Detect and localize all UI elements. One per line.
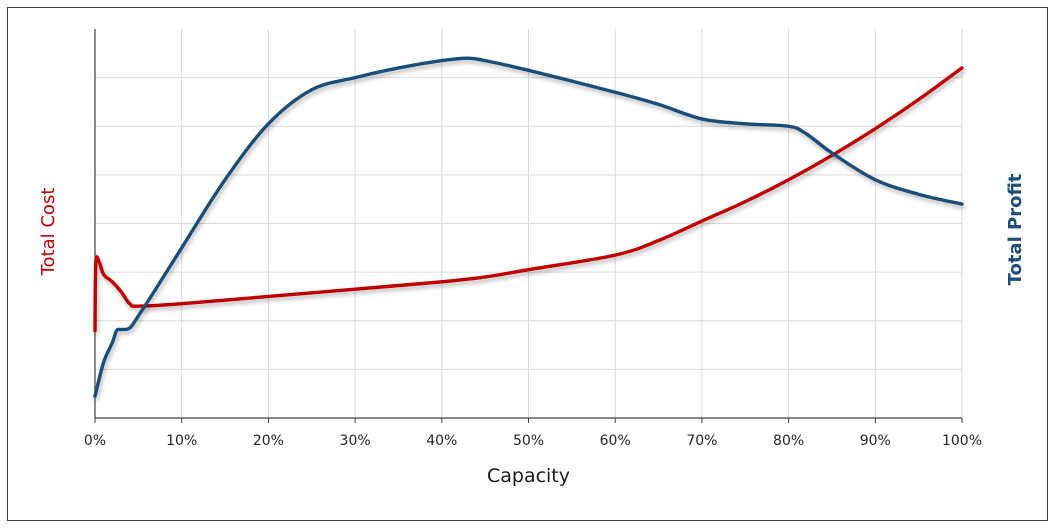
x-tick-label-4: 40% xyxy=(426,433,457,449)
axes xyxy=(94,29,963,423)
x-tick-label-3: 30% xyxy=(340,433,371,449)
x-tick-label-5: 50% xyxy=(513,433,544,449)
x-tick-label-7: 70% xyxy=(686,433,717,449)
left-axis-title: Total Cost xyxy=(38,188,59,277)
x-tick-label-9: 90% xyxy=(860,433,891,449)
right-axis-title: Total Profit xyxy=(1005,173,1026,285)
x-tick-label-6: 60% xyxy=(600,433,631,449)
x-tick-label-2: 20% xyxy=(253,433,284,449)
chart-frame: 0% 10% 20% 30% 40% 50% 60% 70% 80% 90% 100% Capaci… xyxy=(7,7,1048,521)
gridlines xyxy=(95,29,963,418)
series-line-total-cost xyxy=(93,66,964,333)
x-tick-label-10: 100% xyxy=(942,433,982,449)
x-tick-label-0: 0% xyxy=(84,433,106,449)
x-tick-label-8: 80% xyxy=(773,433,804,449)
chart-canvas: 0% 10% 20% 30% 40% 50% 60% 70% 80% 90% 100% Capaci… xyxy=(38,29,1026,487)
series-line-total-profit xyxy=(93,56,964,398)
series-lines xyxy=(93,56,964,398)
x-axis-title: Capacity xyxy=(487,465,570,487)
x-tick-labels: 0% 10% 20% 30% 40% 50% 60% 70% 80% 90% 100% xyxy=(84,433,982,449)
x-tick-label-1: 10% xyxy=(166,433,197,449)
